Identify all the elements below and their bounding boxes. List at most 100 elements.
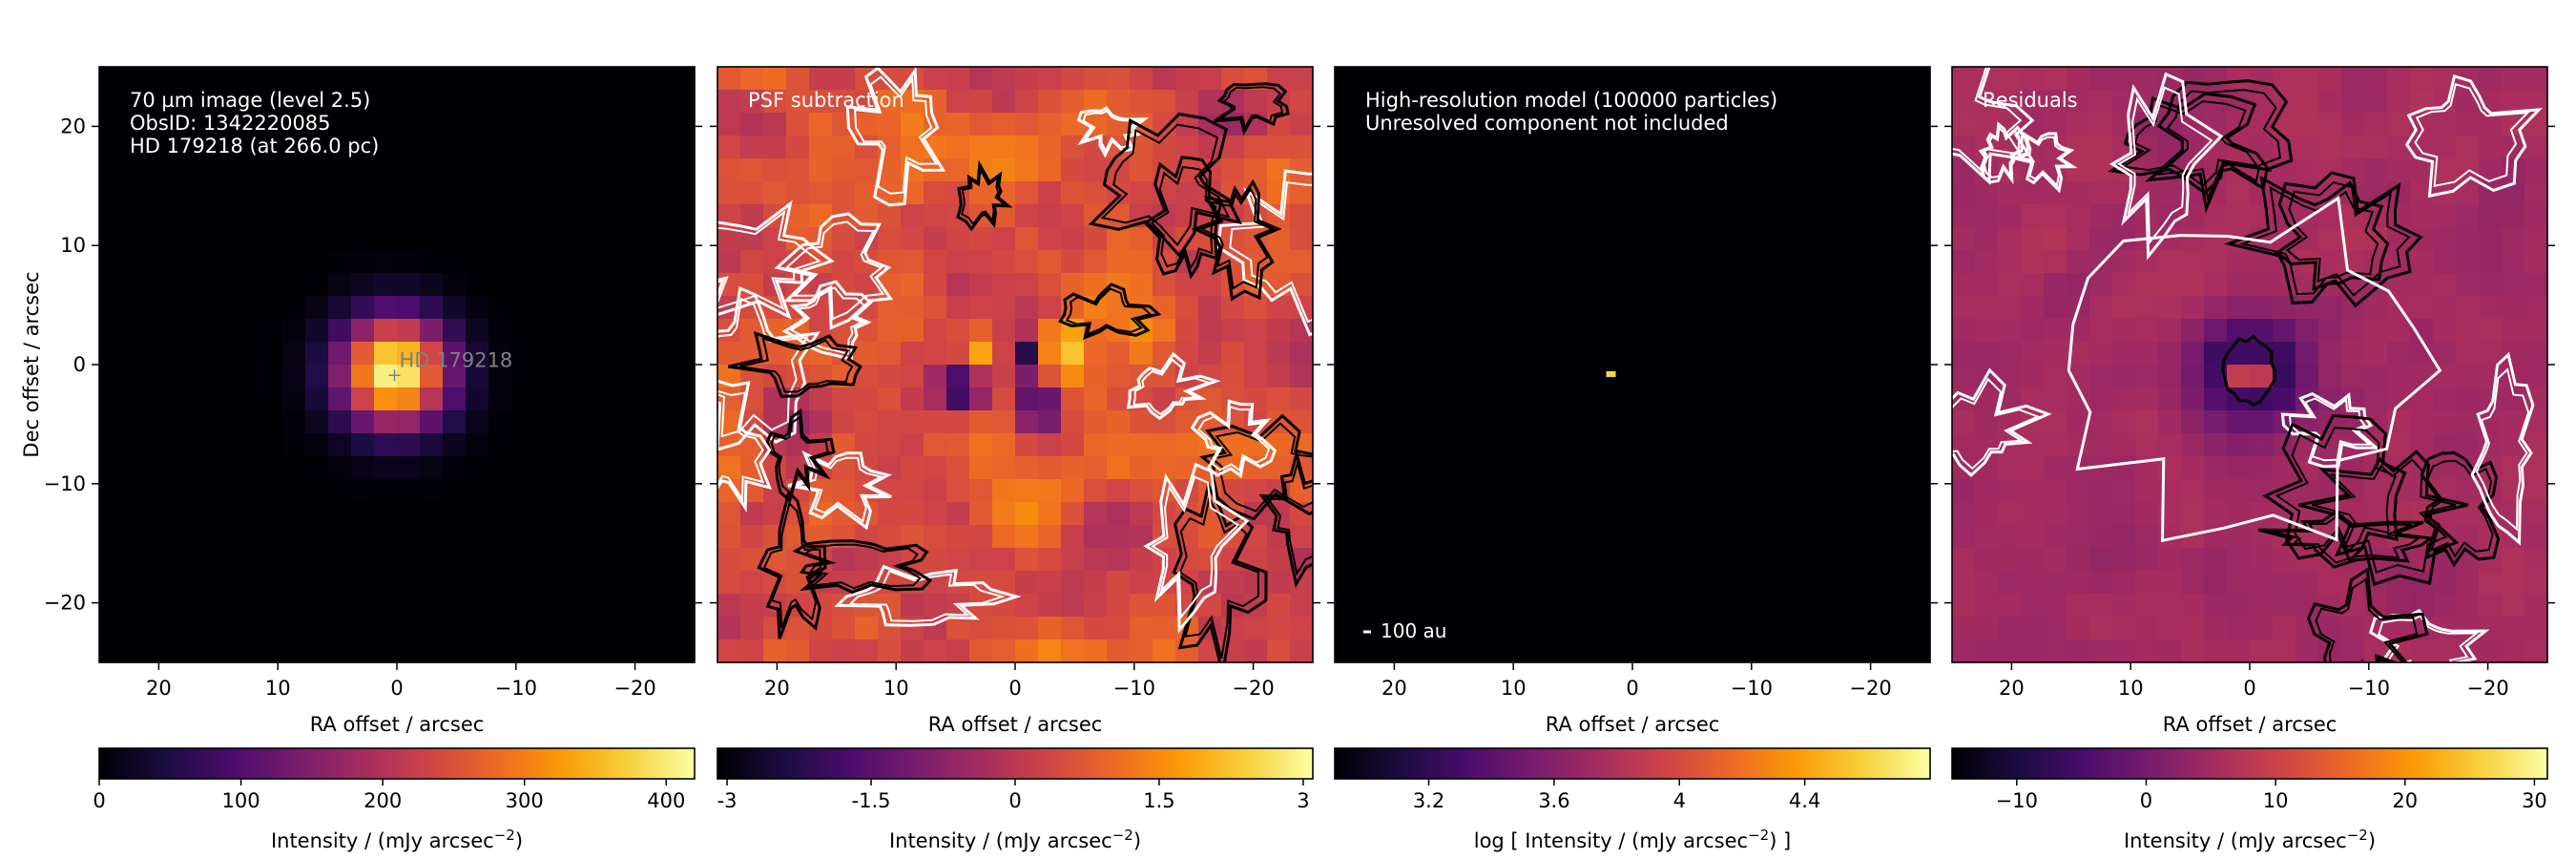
heatmap-cell [214, 250, 238, 274]
heatmap-cell [2524, 227, 2548, 251]
heatmap-cell [2158, 342, 2182, 366]
heatmap-cell [2158, 319, 2182, 343]
heatmap-cell [1998, 525, 2022, 549]
heatmap-cell [534, 296, 558, 320]
heatmap-cell [1975, 342, 1999, 366]
heatmap-cell [992, 525, 1016, 549]
heatmap-cell [946, 90, 970, 114]
heatmap-cell [145, 456, 169, 480]
heatmap-cell [649, 181, 673, 205]
heatmap-cell [443, 456, 467, 480]
heatmap-cell [374, 548, 398, 572]
heatmap-cell [649, 571, 673, 595]
heatmap-cell [2296, 90, 2319, 114]
heatmap-cell [1290, 204, 1314, 228]
heatmap-cell [1952, 571, 1976, 595]
contour-positive [1197, 406, 1271, 472]
heatmap-cell [626, 227, 650, 251]
contour-negative [2426, 459, 2494, 558]
heatmap-cell [214, 639, 238, 663]
heatmap-cell [809, 617, 833, 640]
y-axis-label: Dec offset / arcsec [20, 271, 43, 457]
contour-positive [1132, 358, 1213, 416]
heatmap-cell [809, 410, 833, 434]
heatmap-cell [626, 502, 650, 526]
heatmap-cell [397, 594, 421, 618]
heatmap-cell [99, 67, 123, 91]
heatmap-cell [1015, 639, 1039, 663]
heatmap-cell [992, 365, 1016, 388]
heatmap-cell [2067, 571, 2090, 595]
x-tick-label: −10 [1731, 677, 1773, 700]
heatmap-cell [1998, 456, 2022, 480]
heatmap-cell [2181, 479, 2205, 503]
heatmap-cell [1952, 617, 1976, 640]
heatmap-cell [2089, 113, 2113, 136]
heatmap-cell [1015, 502, 1039, 526]
heatmap-cell [626, 273, 650, 297]
heatmap-cell [2067, 158, 2090, 182]
heatmap-cell [99, 617, 123, 640]
heatmap-cell [557, 319, 581, 343]
heatmap-cell [2479, 571, 2503, 595]
heatmap-cell [2502, 296, 2525, 320]
heatmap-cell [557, 571, 581, 595]
heatmap-cell [511, 113, 535, 136]
heatmap-cell [420, 617, 444, 640]
heatmap-cell [1038, 502, 1062, 526]
colorbar-tick-label: 0 [2140, 789, 2152, 812]
heatmap-cell [2341, 639, 2365, 663]
heatmap-cell [1084, 388, 1108, 411]
heatmap-cell [2296, 67, 2319, 91]
heatmap-cell [214, 227, 238, 251]
heatmap-cell [2089, 365, 2113, 388]
heatmap-cell [214, 296, 238, 320]
heatmap-cell [488, 90, 512, 114]
contour-positive [789, 286, 866, 355]
heatmap-cell [603, 136, 627, 159]
heatmap-cell [1998, 548, 2022, 572]
heatmap-cell [534, 548, 558, 572]
heatmap-cell [305, 388, 329, 411]
heatmap-cell [2044, 319, 2067, 343]
heatmap-cell [328, 365, 352, 388]
heatmap-cell [534, 410, 558, 434]
heatmap-cell [420, 502, 444, 526]
heatmap-cell [2433, 136, 2457, 159]
heatmap-cell [1107, 90, 1131, 114]
heatmap-cell [466, 296, 489, 320]
heatmap-cell [488, 479, 512, 503]
heatmap-cell [1175, 319, 1199, 343]
heatmap-cell [2364, 158, 2388, 182]
heatmap-cell [2204, 319, 2228, 343]
heatmap-cell [626, 571, 650, 595]
heatmap-cell [328, 296, 352, 320]
heatmap-cell [2089, 479, 2113, 503]
heatmap-cell [443, 181, 467, 205]
heatmap-cell [2021, 67, 2045, 91]
heatmap-cell [191, 479, 215, 503]
heatmap-cell [1107, 479, 1131, 503]
heatmap-cell [511, 136, 535, 159]
heatmap-cell [511, 250, 535, 274]
heatmap-cell [1952, 204, 1976, 228]
heatmap-cell [2112, 571, 2136, 595]
heatmap-cell [557, 250, 581, 274]
heatmap-cell [1061, 639, 1085, 663]
heatmap-cell [168, 639, 192, 663]
heatmap-cell [901, 273, 924, 297]
heatmap-cell [580, 525, 604, 549]
heatmap-cell [2273, 273, 2296, 297]
heatmap-cell [466, 433, 489, 457]
heatmap-cell [2227, 181, 2251, 205]
heatmap-cell [1975, 181, 1999, 205]
heatmap-cell [122, 548, 146, 572]
contour-negative [1215, 86, 1284, 131]
heatmap-cell [2502, 204, 2525, 228]
heatmap-cell [2112, 342, 2136, 366]
heatmap-cell [122, 617, 146, 640]
heatmap-cell [946, 342, 970, 366]
heatmap-cell [1244, 250, 1268, 274]
heatmap-cell [511, 204, 535, 228]
